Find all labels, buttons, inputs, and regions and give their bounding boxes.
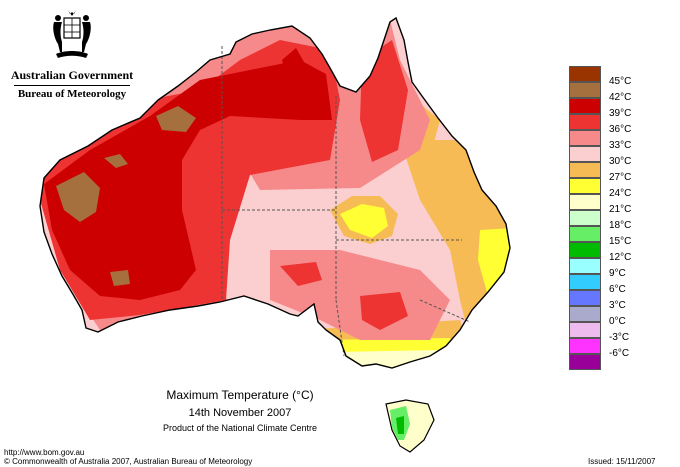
issued-date: Issued: 15/11/2007 bbox=[588, 457, 656, 466]
legend-swatch bbox=[569, 146, 601, 162]
legend-label: 9°C bbox=[609, 268, 626, 279]
legend-swatch bbox=[569, 66, 601, 82]
legend-swatch bbox=[569, 178, 601, 194]
legend-swatch bbox=[569, 242, 601, 258]
legend-swatch bbox=[569, 82, 601, 98]
legend-label: 3°C bbox=[609, 300, 626, 311]
legend-swatch bbox=[569, 306, 601, 322]
legend-label: 42°C bbox=[609, 92, 632, 103]
legend-label: 18°C bbox=[609, 220, 632, 231]
legend-swatch bbox=[569, 130, 601, 146]
website-link[interactable]: http://www.bom.gov.au bbox=[4, 448, 85, 457]
legend-label: -6°C bbox=[609, 348, 630, 359]
legend-swatch bbox=[569, 210, 601, 226]
government-logo: Australian Government Bureau of Meteorol… bbox=[8, 8, 136, 100]
legend-swatch bbox=[569, 338, 601, 354]
map-date: 14th November 2007 bbox=[188, 407, 292, 419]
product-credit: Product of the National Climate Centre bbox=[162, 423, 318, 433]
legend-swatch bbox=[569, 258, 601, 274]
legend-label: 21°C bbox=[609, 204, 632, 215]
legend-swatch bbox=[569, 274, 601, 290]
bureau-name: Bureau of Meteorology bbox=[17, 88, 127, 100]
legend-swatch bbox=[569, 162, 601, 178]
legend-swatch bbox=[569, 226, 601, 242]
legend-label: 12°C bbox=[609, 252, 632, 263]
copyright-notice: © Commonwealth of Australia 2007, Austra… bbox=[4, 457, 253, 466]
legend-label: 27°C bbox=[609, 172, 632, 183]
temperature-map bbox=[39, 17, 511, 453]
legend-label: 36°C bbox=[609, 124, 632, 135]
legend-label: 39°C bbox=[609, 108, 632, 119]
legend-label: 6°C bbox=[609, 284, 626, 295]
legend-swatch bbox=[569, 354, 601, 370]
legend-label: 30°C bbox=[609, 156, 632, 167]
legend-label: 0°C bbox=[609, 316, 626, 327]
legend-label: 45°C bbox=[609, 76, 632, 87]
legend-label: 24°C bbox=[609, 188, 632, 199]
map-title: Maximum Temperature (°C) bbox=[166, 388, 314, 402]
map-caption: Maximum Temperature (°C) 14th November 2… bbox=[130, 388, 350, 433]
legend-swatch bbox=[569, 114, 601, 130]
legend-swatch bbox=[569, 194, 601, 210]
government-name: Australian Government bbox=[10, 68, 134, 82]
legend-label: -3°C bbox=[609, 332, 630, 343]
legend-swatch bbox=[569, 290, 601, 306]
legend-swatch bbox=[569, 322, 601, 338]
divider bbox=[14, 85, 130, 86]
legend-label: 33°C bbox=[609, 140, 632, 151]
coat-of-arms-icon bbox=[53, 10, 91, 58]
legend-swatch bbox=[569, 98, 601, 114]
legend-label: 15°C bbox=[609, 236, 632, 247]
